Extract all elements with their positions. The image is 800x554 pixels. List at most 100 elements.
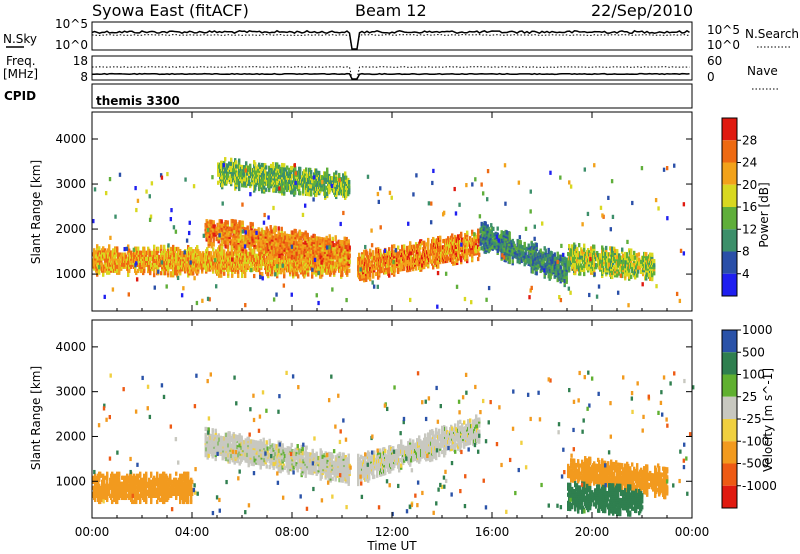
heatmap-cell: [315, 272, 318, 277]
heatmap-cell: [294, 228, 297, 234]
freq-trace: [91, 72, 690, 80]
heatmap-cell: [300, 231, 303, 237]
heatmap-cell: [241, 234, 244, 240]
heatmap-cell: [304, 240, 307, 245]
heatmap-cell: [212, 220, 215, 225]
heatmap-cell: [273, 231, 276, 236]
heatmap-cell: [348, 250, 351, 255]
heatmap-cell: [447, 242, 450, 247]
heatmap-cell: [221, 160, 224, 166]
heatmap-cell: [388, 269, 391, 274]
heatmap-cell: [254, 162, 257, 167]
heatmap-cell: [157, 246, 160, 251]
heatmap-cell: [348, 179, 351, 185]
heatmap-cell: [125, 254, 128, 259]
heatmap-cell: [259, 164, 262, 169]
heatmap-cell: [331, 176, 334, 181]
heatmap-cell: [170, 246, 173, 252]
heatmap-cell: [303, 169, 306, 174]
heatmap-cell: [259, 255, 262, 260]
heatmap-cell: [265, 165, 268, 170]
nave-label: Nave: [747, 64, 778, 78]
heatmap-cell: [258, 162, 261, 167]
sky-tick-top-left: 10^5: [55, 17, 88, 31]
heatmap-cell: [377, 267, 380, 272]
heatmap-cell: [212, 232, 215, 237]
heatmap-cell: [233, 233, 236, 238]
heatmap-cell: [108, 248, 111, 253]
heatmap-cell: [479, 241, 482, 246]
heatmap-cell: [347, 239, 350, 244]
heatmap-cell: [259, 247, 262, 252]
heatmap-cell: [238, 158, 241, 163]
heatmap-cell: [427, 237, 430, 243]
nsky-label: N.Sky: [3, 32, 37, 46]
heatmap-cell: [230, 157, 233, 162]
heatmap-cell: [268, 165, 271, 170]
heatmap-cell: [344, 171, 347, 176]
heatmap-cell: [205, 219, 208, 224]
heatmap-cell: [388, 247, 391, 252]
heatmap-cell: [200, 253, 203, 258]
heatmap-cell: [96, 270, 99, 275]
heatmap-cell: [118, 266, 121, 271]
freq-label: Freq.: [6, 54, 36, 68]
heatmap-cell: [286, 165, 289, 170]
heatmap-cell: [307, 237, 310, 242]
heatmap-cell: [369, 277, 372, 282]
heatmap-cell: [210, 242, 213, 247]
heatmap-cell: [130, 264, 133, 269]
heatmap-cell: [486, 224, 489, 229]
heatmap-cell: [475, 249, 478, 254]
heatmap-cell: [525, 246, 528, 251]
heatmap-cell: [261, 271, 264, 277]
heatmap-cell: [259, 251, 262, 256]
heatmap-cell: [369, 272, 372, 278]
heatmap-cell: [274, 225, 277, 231]
heatmap-cell: [220, 237, 223, 242]
heatmap-cell: [238, 186, 241, 192]
heatmap-cell: [348, 245, 351, 250]
heatmap-cell: [379, 248, 382, 254]
heatmap-cell: [342, 173, 345, 178]
heatmap-cell: [333, 188, 336, 193]
heatmap-cell: [283, 171, 286, 176]
heatmap-cell: [319, 247, 322, 252]
heatmap-cell: [283, 163, 286, 168]
heatmap-cell: [272, 235, 275, 240]
heatmap-cell: [456, 242, 459, 247]
heatmap-cell: [242, 179, 245, 184]
heatmap-cell: [369, 248, 372, 253]
heatmap-cell: [196, 245, 199, 250]
heatmap-cell: [299, 172, 302, 178]
heatmap-cell: [369, 262, 372, 268]
heatmap-cell: [424, 244, 427, 249]
heatmap-cell: [172, 271, 175, 276]
heatmap-cell: [275, 178, 278, 183]
heatmap-cell: [212, 236, 215, 241]
heatmap-cell: [522, 251, 525, 256]
heatmap-cell: [365, 277, 368, 282]
heatmap-cell: [380, 268, 383, 274]
heatmap-cell: [409, 241, 412, 246]
heatmap-cell: [286, 187, 289, 192]
heatmap-cell: [220, 164, 223, 169]
heatmap-cell: [137, 268, 140, 274]
heatmap-cell: [415, 266, 418, 271]
heatmap-cell: [421, 241, 424, 246]
heatmap-cell: [281, 166, 284, 172]
heatmap-cell: [226, 163, 229, 168]
heatmap-cell: [233, 241, 236, 246]
heatmap-cell: [281, 171, 284, 176]
heatmap-cell: [439, 241, 442, 246]
heatmap-cell: [285, 233, 288, 238]
heatmap-cell: [307, 272, 310, 277]
heatmap-cell: [238, 220, 241, 225]
heatmap-cell: [328, 173, 331, 179]
heatmap-cell: [140, 268, 143, 274]
nsearch-trace: [91, 34, 690, 50]
heatmap-cell: [261, 189, 264, 194]
heatmap-cell: [471, 229, 474, 234]
heatmap-cell: [255, 239, 258, 244]
heatmap-cell: [305, 167, 308, 172]
